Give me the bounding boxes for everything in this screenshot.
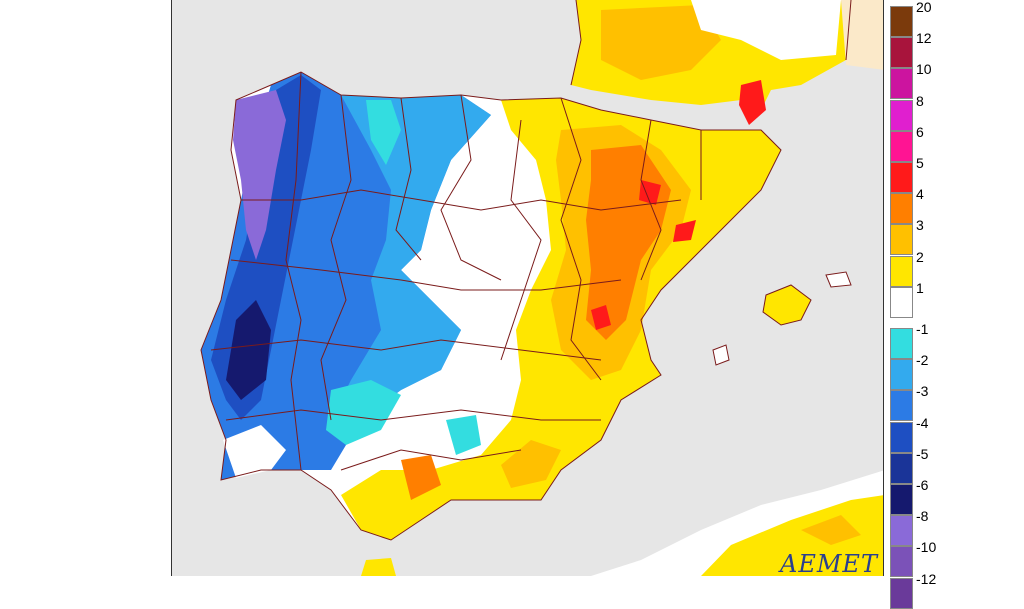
red-spot-2 [673, 220, 696, 242]
france-white-patch [691, 0, 841, 60]
cyan-band [366, 100, 401, 165]
morocco-tip [361, 558, 396, 576]
legend-swatch [890, 421, 913, 453]
legend-label: 2 [916, 248, 924, 265]
legend-swatch [890, 390, 913, 422]
legend-swatch [890, 328, 913, 359]
navy-portugal [226, 300, 271, 400]
legend-label: 12 [916, 30, 932, 47]
color-legend: 20 12 10 8 6 5 4 3 2 1 -1 -2 -3 -4 -5 -6 -8 -10 -12 [886, 0, 1024, 609]
cyan-band-2 [326, 380, 401, 445]
algarve-white [223, 425, 286, 478]
switzerland-area [841, 0, 883, 70]
legend-swatch [890, 6, 913, 37]
legend-label: -2 [916, 352, 929, 369]
france-core [601, 5, 721, 80]
legend-label: 8 [916, 92, 924, 109]
legend-swatch [890, 224, 913, 256]
legend-label: -6 [916, 477, 929, 493]
legend-label: -5 [916, 445, 929, 462]
red-spot-1 [639, 180, 661, 205]
legend-label: -3 [916, 383, 929, 400]
legend-swatch [890, 99, 913, 131]
map-canvas [172, 0, 883, 576]
legend-label: -8 [916, 508, 929, 525]
purple-galicia [233, 90, 286, 260]
province-borders [200, 0, 852, 541]
legend-label: -12 [916, 570, 937, 587]
temperature-anomaly-map: AEMET [171, 0, 884, 576]
legend-swatch [890, 452, 913, 484]
legend-label: 4 [916, 186, 924, 203]
legend-swatch [890, 193, 913, 225]
legend-label: -1 [916, 321, 929, 337]
north-africa-orange [801, 515, 861, 545]
legend-swatch [890, 546, 913, 578]
mallorca-island [762, 284, 812, 326]
legend-label: 5 [916, 155, 924, 171]
red-spot-catalonia [739, 80, 766, 125]
north-africa-warm [701, 495, 883, 576]
legend-swatch [890, 515, 913, 547]
legend-label: 3 [916, 217, 924, 234]
legend-label: 1 [916, 279, 924, 296]
legend-label: -4 [916, 414, 929, 431]
cyan-band-3 [446, 415, 481, 455]
legend-swatch [890, 286, 913, 318]
legend-label: 6 [916, 123, 924, 140]
orange-south-2 [501, 440, 561, 488]
legend-swatch [890, 255, 913, 287]
legend-swatch [890, 484, 913, 515]
aemet-logo: AEMET [780, 550, 878, 576]
legend-label: 20 [916, 0, 932, 15]
legend-swatch [890, 359, 913, 391]
menorca-island [825, 271, 852, 288]
orange-south [401, 455, 441, 500]
legend-swatch [890, 577, 913, 609]
legend-label: -10 [916, 539, 937, 556]
legend-swatch [890, 68, 913, 100]
light-blue-band [331, 95, 491, 440]
legend-swatch [890, 130, 913, 162]
legend-swatch [890, 37, 913, 69]
legend-swatch [890, 162, 913, 193]
red-spot-3 [591, 305, 611, 330]
legend-label: 10 [916, 61, 932, 78]
ibiza-island [712, 344, 730, 366]
